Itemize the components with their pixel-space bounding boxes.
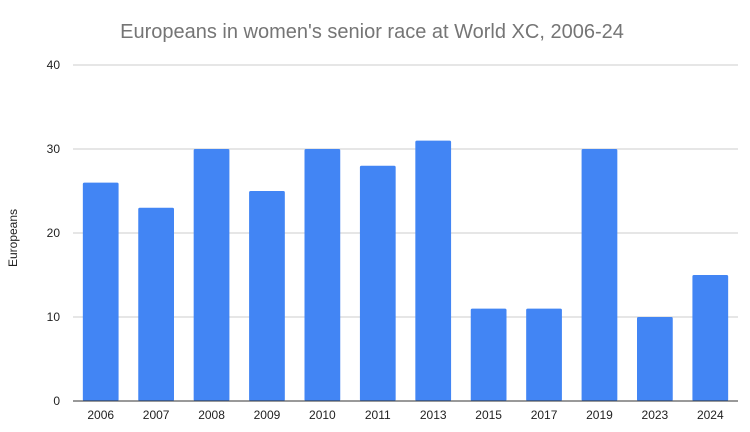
bar-2007 [138,207,174,401]
bar-2024 [692,275,729,401]
x-tick-label: 2010 [309,408,336,422]
x-tick-label: 2011 [365,408,391,422]
x-tick-label: 2009 [254,408,281,422]
y-tick-label: 10 [47,310,61,324]
gridlines [73,64,738,318]
x-axis-ticks: 2006 2007 2008 2009 2010 2011 2013 2015 2017 2019… [87,408,724,422]
x-tick-label: 2017 [531,408,558,422]
bar-2009 [249,191,285,401]
x-tick-label: 2007 [143,408,170,422]
bar-2011 [359,165,396,401]
bar-2008 [193,149,230,401]
bars [82,140,729,401]
x-tick-label: 2019 [586,408,613,422]
x-tick-label: 2024 [697,408,724,422]
chart-title: Europeans in women's senior race at Worl… [120,21,624,43]
bar-2015 [470,308,507,401]
x-tick-label: 2013 [420,408,447,422]
y-tick-label: 30 [47,142,61,156]
y-tick-label: 20 [47,226,61,240]
bar-2013 [415,140,452,401]
bar-2023 [637,317,673,401]
bar-2010 [304,149,341,401]
x-tick-label: 2015 [475,408,502,422]
bar-2019 [581,149,618,401]
bar-2006 [82,182,119,401]
bar-2017 [526,308,562,401]
y-axis-title: Europeans [6,209,20,267]
x-tick-label: 2008 [198,408,225,422]
x-tick-label: 2023 [642,408,669,422]
y-axis-ticks: 0 10 20 30 40 [47,58,61,408]
y-tick-label: 0 [53,394,60,408]
y-tick-label: 40 [47,58,61,72]
x-tick-label: 2006 [87,408,114,422]
